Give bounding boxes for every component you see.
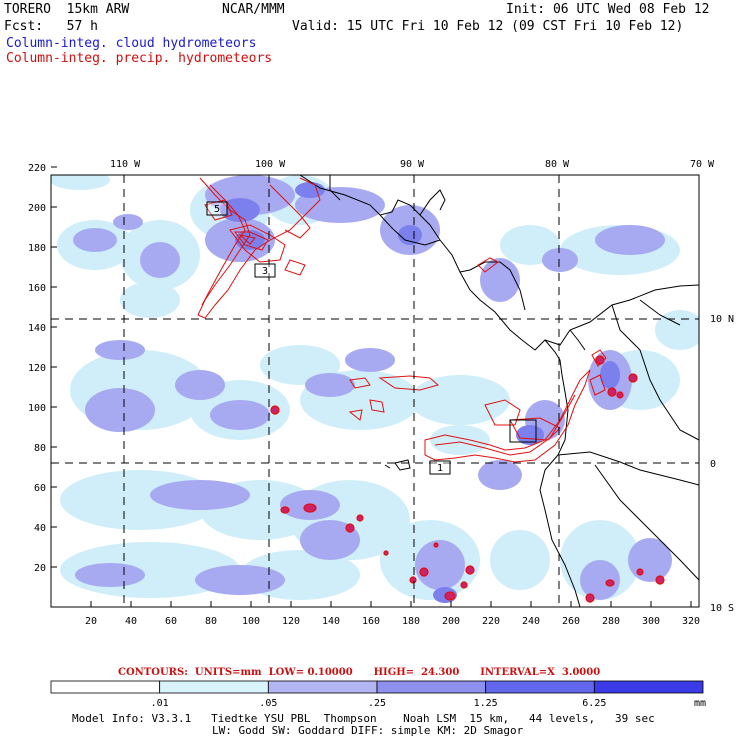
model-title: TORERO 15km ARW <box>4 2 130 17</box>
x-tick-label: 200 <box>442 616 460 627</box>
field-cloud-label: Column-integ. cloud hydrometeors <box>6 36 257 51</box>
x-tick-label: 300 <box>642 616 660 627</box>
contour-info: CONTOURS: UNITS=mm LOW= 0.10000 HIGH= 24… <box>118 667 600 678</box>
lon-labels: 110 W 100 W 90 W 80 W 70 W <box>110 159 715 170</box>
lat-label: 0 <box>710 459 716 470</box>
lat-label: 10 N <box>710 314 734 325</box>
colorbar-swatch <box>593 680 704 694</box>
model-info-physics: LW: Godd SW: Goddard DIFF: simple KM: 2D… <box>212 724 524 737</box>
y-tick-label: 20 <box>34 563 46 574</box>
colorbar-label: 6.25 <box>582 698 606 709</box>
x-tick-label: 100 <box>242 616 260 627</box>
colorbar-unit: mm <box>694 698 706 709</box>
y-tick-label: 100 <box>28 403 46 414</box>
colorbar-labels: .01 .05 .25 1.25 6.25 mm <box>151 698 706 709</box>
y-tick-label: 220 <box>28 163 46 174</box>
x-tick-label: 260 <box>562 616 580 627</box>
colorbar-label: .25 <box>368 698 386 709</box>
colorbar-label: 1.25 <box>474 698 498 709</box>
lon-label: 90 W <box>400 159 425 170</box>
lat-label: 10 S <box>710 603 734 614</box>
colorbar <box>50 680 704 694</box>
forecast-hour: Fcst: 57 h <box>4 19 98 34</box>
x-ticks: 20 40 60 80 100 120 140 160 180 200 220 240 260 280 30… <box>85 601 700 627</box>
lat-labels: 10 N 0 10 S <box>710 314 734 614</box>
contour-high: HIGH= 24.300 <box>373 667 460 678</box>
contour-interval: INTERVAL=X 3.0000 <box>480 667 601 678</box>
colorbar-swatch <box>267 680 378 694</box>
y-tick-label: 120 <box>28 363 46 374</box>
field-precip-label: Column-integ. precip. hydrometeors <box>6 51 273 66</box>
graticule <box>51 175 699 607</box>
x-tick-label: 280 <box>602 616 620 627</box>
colorbar-swatch <box>376 680 487 694</box>
lon-label: 100 W <box>255 159 286 170</box>
colorbar-label: .01 <box>151 698 169 709</box>
y-tick-label: 160 <box>28 283 46 294</box>
x-tick-label: 320 <box>682 616 700 627</box>
x-tick-label: 220 <box>482 616 500 627</box>
y-tick-label: 80 <box>34 443 46 454</box>
x-tick-label: 60 <box>165 616 177 627</box>
model-info: Model Info: V3.3.1 Tiedtke YSU PBL Thomp… <box>72 712 655 725</box>
colorbar-swatch <box>159 680 269 694</box>
model-center: NCAR/MMM <box>222 2 285 17</box>
y-tick-label: 200 <box>28 203 46 214</box>
colorbar-label: .05 <box>259 698 277 709</box>
y-tick-label: 180 <box>28 243 46 254</box>
contour-low: LOW= 0.10000 <box>268 667 353 678</box>
cloud-shading <box>51 175 699 603</box>
y-ticks: 220 200 180 160 140 120 100 80 60 40 20 <box>28 163 57 574</box>
y-tick-label: 140 <box>28 323 46 334</box>
box-label-3: 3 <box>262 266 268 277</box>
coastlines <box>299 175 699 607</box>
x-tick-label: 160 <box>362 616 380 627</box>
x-tick-label: 20 <box>85 616 97 627</box>
box-label-1: 1 <box>437 463 443 474</box>
box-label-5: 5 <box>214 204 220 215</box>
y-tick-label: 40 <box>34 523 46 534</box>
init-time: Init: 06 UTC Wed 08 Feb 12 <box>506 2 710 17</box>
contour-label: CONTOURS: <box>118 667 188 678</box>
x-tick-label: 240 <box>522 616 540 627</box>
lon-label: 110 W <box>110 159 141 170</box>
x-tick-label: 140 <box>322 616 340 627</box>
contour-units: UNITS=mm <box>194 667 262 678</box>
map-frame <box>50 174 700 608</box>
precip-cores <box>270 355 665 603</box>
valid-time: Valid: 15 UTC Fri 10 Feb 12 (09 CST Fri … <box>292 19 684 34</box>
x-tick-label: 180 <box>402 616 420 627</box>
lon-label: 80 W <box>545 159 570 170</box>
lon-label: 70 W <box>690 159 715 170</box>
colorbar-swatch <box>485 680 595 694</box>
box-markers: 5 3 1 <box>206 201 537 475</box>
colorbar-swatch <box>50 680 161 694</box>
y-tick-label: 60 <box>34 483 46 494</box>
x-tick-label: 40 <box>125 616 137 627</box>
x-tick-label: 120 <box>282 616 300 627</box>
x-tick-label: 80 <box>205 616 217 627</box>
